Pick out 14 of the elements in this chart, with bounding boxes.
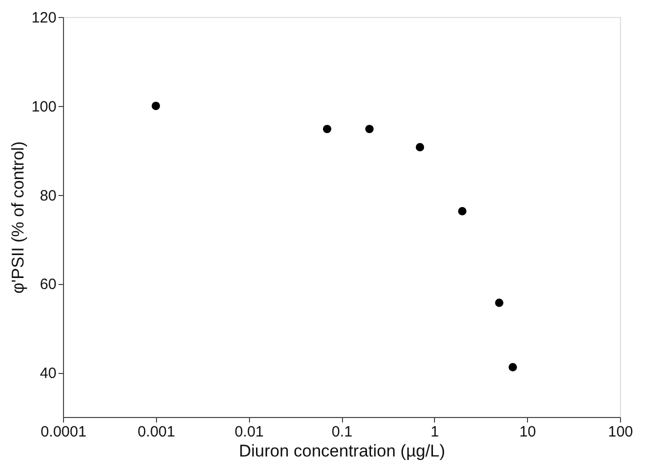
x-axis-title: Diuron concentration (µg/L) — [238, 442, 446, 460]
x-tick-label: 10 — [519, 424, 536, 440]
x-tick-label: 1 — [430, 424, 440, 440]
x-tick-label: 100 — [608, 424, 634, 440]
y-tick-label: 60 — [40, 276, 56, 294]
x-tick-label: 0.01 — [234, 424, 264, 440]
x-tick-label: 0.1 — [332, 424, 352, 440]
y-tick-label: 100 — [31, 98, 56, 116]
y-tick-label: 120 — [31, 10, 56, 26]
x-tick-label: 0.0001 — [40, 424, 86, 440]
y-axis-title: φ'PSII (% of control) — [8, 141, 28, 294]
x-tick-label: 0.001 — [138, 424, 176, 440]
y-tick-label: 80 — [40, 187, 56, 204]
y-tick-label: 40 — [40, 365, 56, 382]
